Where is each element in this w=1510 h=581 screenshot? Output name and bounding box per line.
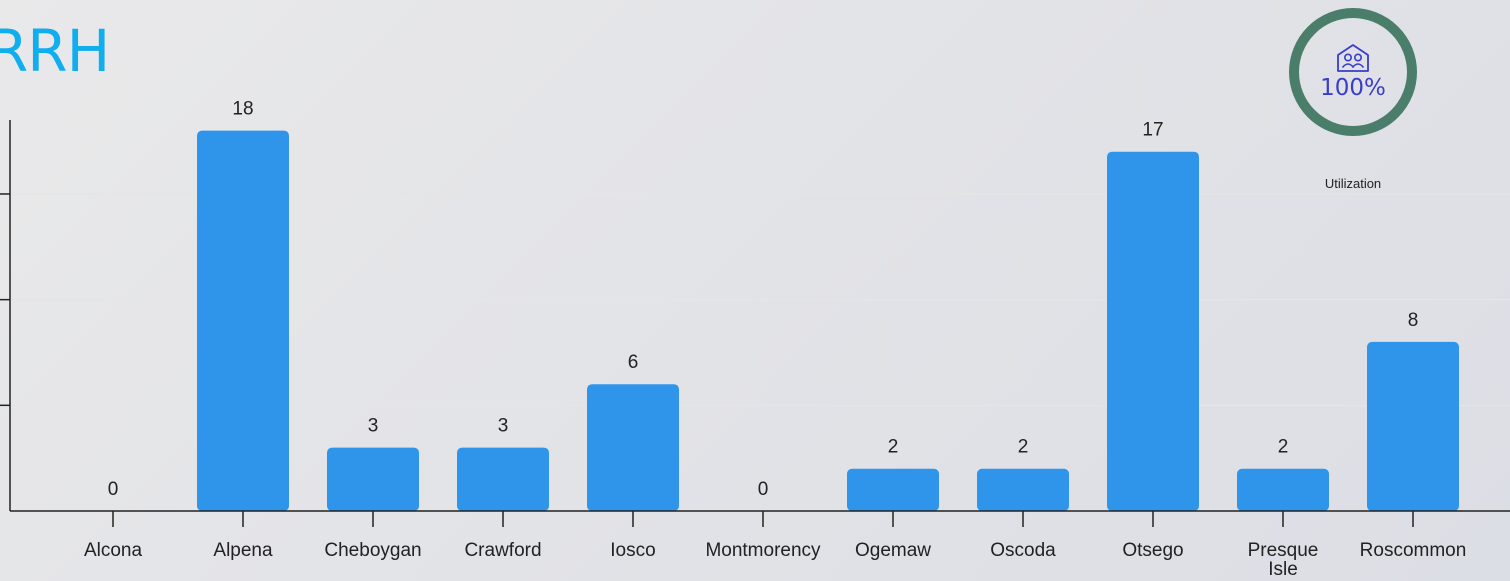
value-label: 0: [758, 479, 769, 500]
value-label: 0: [108, 479, 119, 500]
utilization-badge: 100% Utilization: [1289, 8, 1437, 198]
category-label: Crawford: [464, 540, 541, 561]
axes: [9, 120, 1510, 512]
category-label: Presque Isle: [1248, 540, 1319, 580]
bar: [847, 468, 939, 511]
value-label: 3: [368, 416, 379, 437]
chart-title: RRH: [0, 17, 110, 85]
bar: [587, 384, 679, 511]
category-label: Alcona: [84, 540, 143, 561]
utilization-ring: 100%: [1289, 8, 1417, 136]
value-label: 6: [628, 352, 639, 373]
category-label: Alpena: [213, 540, 273, 561]
category-label: Cheboygan: [324, 540, 421, 561]
value-label: 17: [1142, 120, 1163, 141]
utilization-value: 100%: [1320, 75, 1386, 101]
bar: [1367, 341, 1459, 511]
bar: [457, 447, 549, 511]
category-labels: Alcona Alpena Cheboygan Crawford Iosco Montmo…: [84, 540, 1466, 580]
category-label: Otsego: [1122, 540, 1183, 561]
category-label: Oscoda: [990, 540, 1056, 561]
category-label: Roscommon: [1360, 540, 1467, 561]
y-ticks: [0, 193, 10, 407]
household-icon: [1337, 44, 1369, 72]
bars: [197, 130, 1459, 511]
value-label: 2: [1278, 437, 1289, 458]
category-label: Ogemaw: [855, 540, 931, 561]
value-label: 2: [1018, 437, 1029, 458]
category-label: Iosco: [610, 540, 655, 561]
bar: [1237, 468, 1329, 511]
value-label: 2: [888, 437, 899, 458]
x-ticks: [112, 511, 1414, 527]
bar: [977, 468, 1069, 511]
bar: [197, 130, 289, 511]
bar: [327, 447, 419, 511]
category-label: Montmorency: [705, 540, 821, 561]
value-label: 18: [232, 99, 253, 120]
value-label: 3: [498, 416, 509, 437]
value-labels: 0 18 3 3 6 0 2 2 17 2 8: [108, 99, 1419, 500]
value-label: 8: [1408, 310, 1419, 331]
bar: [1107, 151, 1199, 511]
utilization-label: Utilization: [1324, 176, 1382, 191]
